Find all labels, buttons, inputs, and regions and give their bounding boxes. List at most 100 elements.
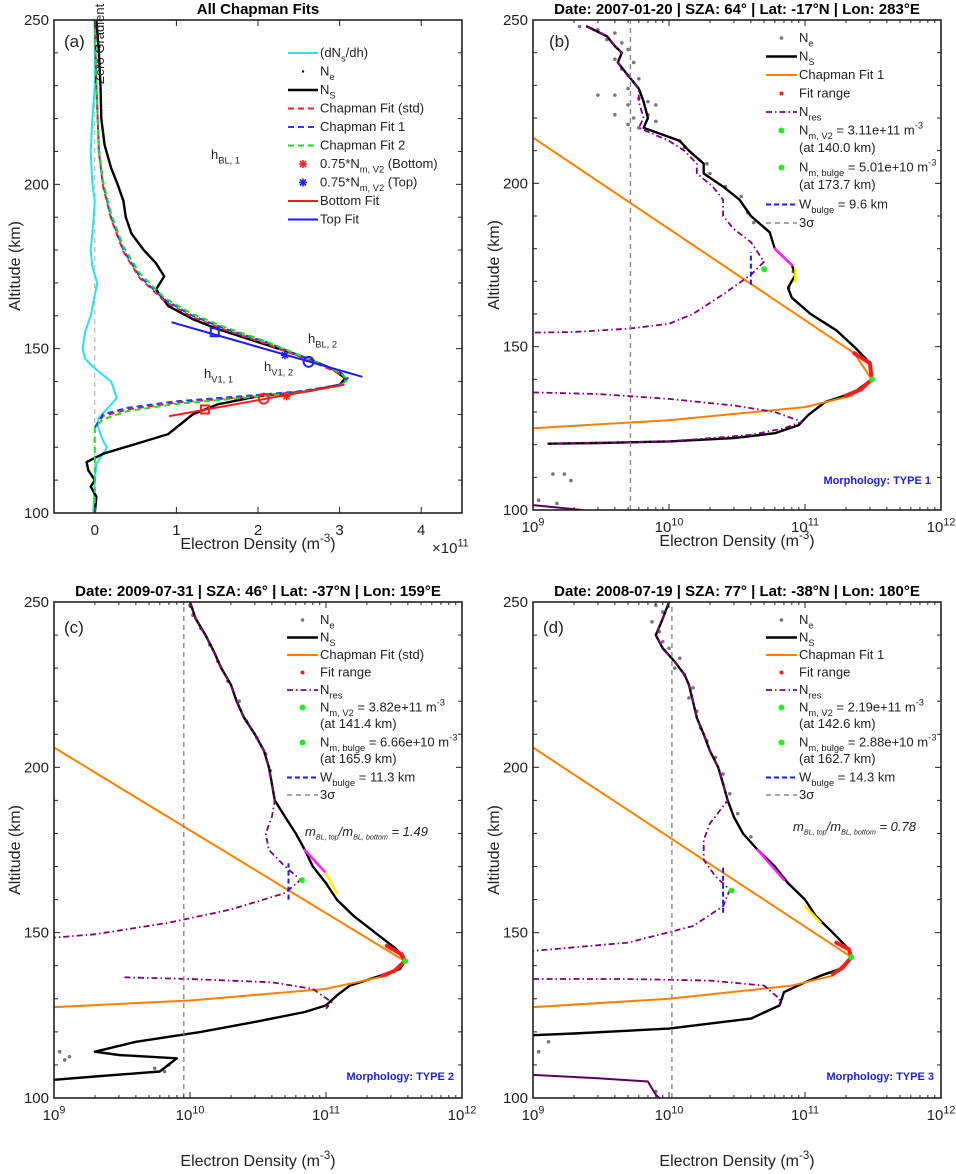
text-part-t: 3σ <box>799 215 814 230</box>
legend-swatch <box>778 704 785 711</box>
text-part-t: = 2.19e+11 m <box>833 700 916 715</box>
legend-item-chapman-1: Chapman Fit 1 <box>766 647 884 662</box>
legend-item-Nm-V2: Nm, V2 = 2.19e+11 m-3(at 142.6 km) <box>778 698 924 731</box>
series-Nres-low-line <box>124 976 333 1010</box>
x-axis-label: Electron Density (m-3) <box>659 530 814 550</box>
text-part-t: N <box>799 630 808 645</box>
legend-item-Ne: Ne <box>300 612 335 631</box>
legend-item-Ne: Ne <box>301 64 335 82</box>
legend-label: Nm, bulge = 6.66e+10 m-3 <box>320 733 457 753</box>
legend-label: (dNs/dh) <box>320 45 368 64</box>
text-part-sub: BL, bottom <box>353 833 388 842</box>
legend-item-W-bulge: Wbulge = 11.3 km <box>287 770 415 788</box>
text-part-sub: e <box>329 621 334 631</box>
series-Ne-point <box>536 1049 541 1054</box>
text-part-t: N <box>320 735 329 750</box>
series-chapman-1-line <box>533 746 853 1009</box>
text-part-t: N <box>799 612 808 627</box>
legend-swatch <box>300 670 305 675</box>
panel-label: (d) <box>543 618 564 637</box>
text-part-t: N <box>799 123 808 138</box>
y-tick-label: 100 <box>24 1090 49 1107</box>
legend-item-W-bulge: Wbulge = 9.6 km <box>766 197 888 215</box>
text-part-t: ) <box>330 536 335 553</box>
legend-item-Nm-bulge: Nm, bulge = 5.01e+10 m-3(at 173.7 km) <box>778 158 936 192</box>
legend-item-Ns: NS <box>766 49 815 67</box>
series-Nres-low-line <box>533 978 781 1006</box>
series-Nm-V2-marker <box>869 376 876 383</box>
series-Ne-point <box>749 834 753 839</box>
legend-item-Ns: NS <box>288 82 336 101</box>
series-rise-line <box>303 848 328 875</box>
text-part-t: = 14.3 km <box>834 770 895 785</box>
series-Ne-point <box>660 639 665 644</box>
legend-swatch <box>778 127 785 134</box>
legend-label-line2: (at 140.0 km) <box>799 140 876 155</box>
series-Nm-bulge-marker <box>728 887 735 894</box>
panel-d: Date: 2008-07-19 | SZA: 77° | Lat: -38°N… <box>486 583 955 1170</box>
series-hV1-1-marker <box>199 404 210 415</box>
annotation: hV1, 1 <box>204 366 233 385</box>
legend-item-Nm-V2: Nm, V2 = 3.11e+11 m-3(at 140.0 km) <box>778 121 923 155</box>
series-Ne-point <box>677 656 682 661</box>
text-part-t: = 0.78 <box>876 819 917 834</box>
text-part-t: N <box>799 682 808 697</box>
legend-item-Nres: Nres <box>766 104 822 123</box>
x-tick-label: 1011 <box>791 1104 819 1124</box>
legend-label: Chapman Fit 1 <box>799 67 884 82</box>
series-Ne-point <box>735 811 740 816</box>
series-Ne-point <box>751 220 756 225</box>
text-part-t: = 3.11e+11 m <box>833 123 915 138</box>
series-chapman-std-line <box>54 746 406 1009</box>
series-Ne-point <box>650 620 654 624</box>
series-Ne-point <box>721 772 725 776</box>
text-part-t: 0.75*N <box>320 175 360 190</box>
series-Ne-point <box>551 472 555 476</box>
legend-label: NS <box>320 630 336 649</box>
legend-label: Fit range <box>320 665 371 680</box>
series-peak-line <box>803 904 822 924</box>
series-Ne-point <box>631 60 636 65</box>
text-part-sup: 11 <box>329 1104 340 1116</box>
legend-label: Nm, bulge = 5.01e+10 m-3 <box>799 158 936 178</box>
series-Ne-point <box>708 171 712 176</box>
legend-label-line2: (at 141.4 km) <box>320 716 397 731</box>
series-Ne-point <box>562 472 567 476</box>
morphology-label: Morphology: TYPE 2 <box>346 1071 454 1083</box>
text-part-t: ×10 <box>432 540 457 557</box>
text-part-sub: e <box>808 621 813 631</box>
series-Ne-point <box>739 194 744 199</box>
text-part-sub: m, V2 <box>360 183 384 193</box>
legend-label: Nres <box>320 682 343 701</box>
plot-area <box>533 602 941 1098</box>
series-Ne-point <box>620 41 624 45</box>
series-bottom-fit-line <box>168 383 345 417</box>
legend-swatch <box>778 164 785 171</box>
legend-label: 3σ <box>320 787 335 802</box>
legend-label: 0.75*Nm, V2 (Bottom) <box>320 156 438 175</box>
series-top-fit-line <box>171 321 363 378</box>
legend-label: Nres <box>799 104 822 123</box>
text-part-sub: S <box>808 57 814 67</box>
legend-swatch <box>299 739 306 746</box>
text-part-t: /m <box>826 819 842 834</box>
x-axis-label: Electron Density (m-3) <box>180 1150 335 1170</box>
y-tick-label: 250 <box>24 12 49 29</box>
text-part-t: N <box>799 160 808 175</box>
legend-item-top-fit: Top Fit <box>288 212 359 227</box>
text-part-t: 3 <box>335 522 343 539</box>
text-part-sub: S <box>329 91 335 101</box>
axes-frame <box>532 19 942 511</box>
legend-item-Ne: Ne <box>779 30 814 49</box>
legend-label: Fit range <box>799 86 850 101</box>
legend-item-chapman-std: Chapman Fit (std) <box>288 101 424 116</box>
text-part-sub: BL, 1 <box>218 156 240 166</box>
x-tick-label: 0 <box>91 522 99 539</box>
legend-label: Ne <box>799 30 814 49</box>
legend-label: Ne <box>320 612 335 631</box>
legend-item-3sigma: 3σ <box>766 787 814 802</box>
text-part-t: Chapman Fit 2 <box>320 138 405 153</box>
series-Nres-low-line <box>533 391 803 445</box>
legend-label-line2: (at 142.6 km) <box>799 716 876 731</box>
text-part-sub: e <box>329 72 334 82</box>
